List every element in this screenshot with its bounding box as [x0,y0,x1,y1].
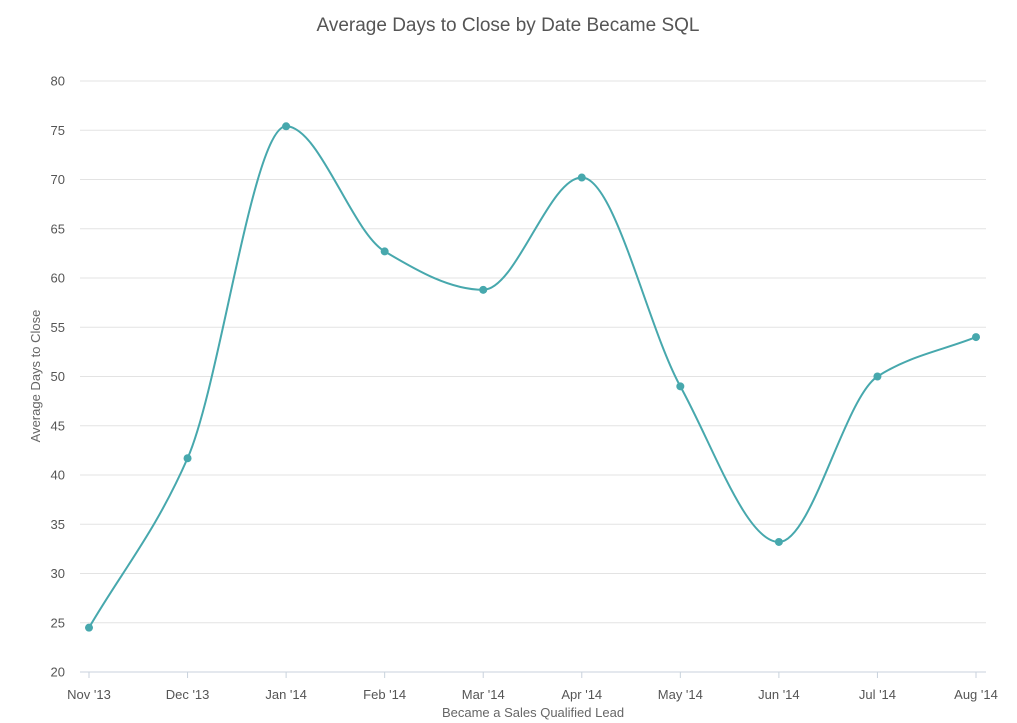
y-tick-label: 20 [51,665,65,680]
x-axis-label: Became a Sales Qualified Lead [442,705,624,720]
series-line [88,125,977,629]
gridlines [80,80,986,673]
data-point[interactable] [972,333,980,342]
x-tick-label: Jan '14 [265,687,307,702]
y-axis-label: Average Days to Close [28,310,43,443]
y-axis-ticks: 20 25 30 35 40 45 50 55 60 65 70 75 80 [51,74,65,680]
x-tick-label: Mar '14 [462,687,505,702]
y-tick-label: 30 [51,566,65,581]
x-tick-label: Feb '14 [363,687,406,702]
data-point[interactable] [873,372,882,381]
y-tick-label: 70 [51,172,65,187]
y-tick-label: 60 [51,271,65,286]
y-tick-label: 55 [51,320,65,335]
y-tick-label: 45 [51,418,65,433]
y-tick-label: 65 [51,221,65,236]
x-tick-label: Jun '14 [758,687,800,702]
data-point[interactable] [676,382,685,391]
x-tick-label: Dec '13 [166,687,210,702]
data-point[interactable] [282,122,291,131]
x-tick-label: Nov '13 [67,687,111,702]
x-tick-label: Jul '14 [859,687,896,702]
x-tick-label: Aug '14 [954,687,998,702]
series-layer [85,122,980,632]
y-tick-label: 80 [51,74,65,89]
y-tick-label: 35 [51,517,65,532]
chart-title: Average Days to Close by Date Became SQL [316,15,699,36]
y-tick-label: 40 [51,468,65,483]
x-tick-label: Apr '14 [561,687,602,702]
data-point[interactable] [577,173,586,182]
y-tick-label: 25 [51,615,65,630]
data-point[interactable] [85,623,93,632]
y-tick-label: 50 [51,369,65,384]
data-point[interactable] [479,285,488,294]
data-point[interactable] [183,454,192,463]
x-axis-ticks: Nov '13 Dec '13 Jan '14 Feb '14 Mar '14 Apr '… [67,672,998,702]
y-tick-label: 75 [51,123,65,138]
data-point[interactable] [774,537,783,546]
x-tick-label: May '14 [658,687,703,702]
data-point[interactable] [380,247,389,256]
